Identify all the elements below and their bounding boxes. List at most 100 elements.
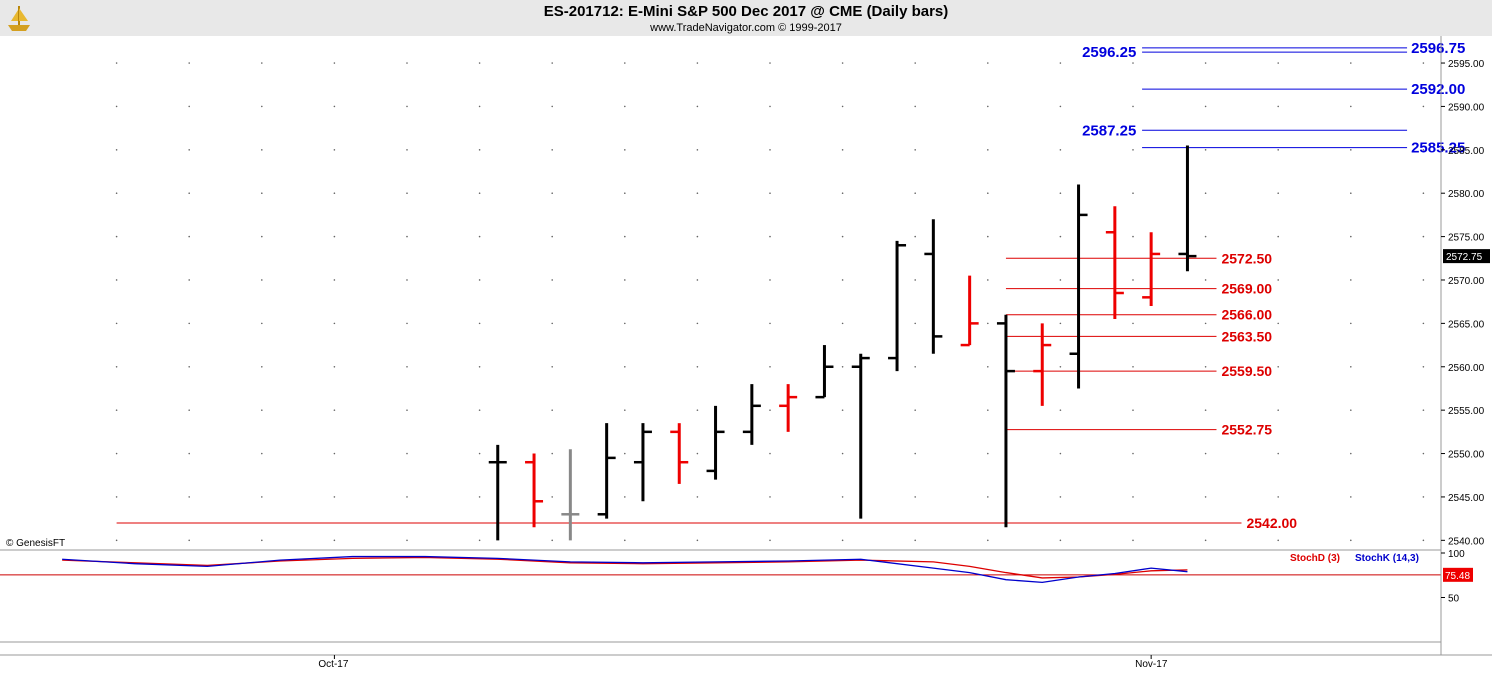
grid-dot (696, 105, 699, 108)
grid-dot (261, 62, 263, 64)
y-tick-label: 2560.00 (1448, 363, 1485, 374)
grid-dot (1204, 322, 1207, 325)
grid-dot (841, 62, 844, 64)
grid-dot (333, 452, 336, 455)
grid-dot (987, 149, 989, 151)
grid-dot (1350, 322, 1352, 325)
grid-dot (841, 279, 844, 281)
grid-dot (551, 279, 553, 281)
grid-dot (624, 149, 626, 151)
grid-dot (1350, 365, 1352, 368)
y-tick-label: 2565.00 (1448, 319, 1485, 330)
grid-dot (406, 409, 408, 411)
grid-dot (1350, 105, 1352, 108)
grid-dot (1350, 496, 1352, 498)
ohlc-bar (1033, 323, 1052, 406)
last-price-label: 2572.75 (1446, 252, 1483, 263)
grid-dot (478, 496, 481, 498)
x-tick-label: Nov-17 (1135, 659, 1168, 670)
grid-dot (261, 496, 263, 498)
grid-dot (333, 409, 336, 411)
grid-dot (1132, 496, 1134, 498)
grid-dot (841, 365, 844, 368)
grid-dot (1059, 452, 1062, 455)
grid-dot (188, 539, 190, 542)
grid-dot (696, 192, 699, 195)
grid-dot (769, 409, 771, 411)
grid-dot (1350, 409, 1352, 411)
grid-dot (624, 496, 626, 498)
support-label: 2572.50 (1221, 250, 1272, 266)
stoch-series-line (62, 556, 1188, 579)
grid-dot (261, 235, 263, 238)
grid-dot (333, 235, 336, 238)
grid-dot (115, 62, 118, 64)
grid-dot (1132, 409, 1134, 411)
grid-dot (696, 235, 699, 238)
grid-dot (1204, 452, 1207, 455)
ohlc-bar (488, 444, 507, 541)
grid-dot (261, 539, 263, 542)
grid-dot (914, 149, 916, 151)
grid-dot (188, 192, 190, 195)
grid-dot (478, 409, 481, 411)
grid-dot (769, 496, 771, 498)
grid-dot (115, 192, 118, 195)
stoch-value-label: 75.48 (1445, 571, 1470, 582)
grid-dot (406, 452, 408, 455)
grid-dot (406, 279, 408, 281)
grid-dot (551, 452, 553, 455)
grid-dot (333, 149, 336, 151)
grid-dot (1422, 496, 1425, 498)
ohlc-bar (779, 384, 798, 432)
grid-dot (987, 409, 989, 411)
x-tick-label: Oct-17 (318, 659, 348, 670)
grid-dot (478, 192, 481, 195)
resistance-label: 2596.25 (1082, 44, 1136, 61)
grid-dot (188, 62, 190, 64)
grid-dot (261, 365, 263, 368)
y-tick-label: 2555.00 (1448, 406, 1485, 417)
grid-dot (769, 62, 771, 64)
grid-dot (624, 409, 626, 411)
grid-dot (1277, 62, 1279, 64)
grid-dot (261, 279, 263, 281)
grid-dot (1422, 235, 1425, 238)
stochastic-panel: StochD (3) StochK (14,3) (0, 553, 1441, 584)
ohlc-bar (1142, 232, 1161, 307)
y-tick-label: 2545.00 (1448, 493, 1485, 504)
grid-dot (1277, 496, 1279, 498)
grid-dot (987, 235, 989, 238)
axis-layer: 2540.00 2545.00 2550.00 2555.00 2560.00 2565.… (0, 36, 1492, 670)
resistance-label: 2592.00 (1411, 81, 1465, 98)
grid-dot (551, 235, 553, 238)
grid-dot (624, 62, 626, 64)
ohlc-bar (1178, 145, 1197, 272)
grid-dot (1277, 365, 1279, 368)
grid-dot (914, 496, 916, 498)
legend-stochK: StochK (14,3) (1355, 553, 1419, 564)
grid-dot (406, 149, 408, 151)
grid-dot (1059, 539, 1062, 542)
grid-dot (188, 235, 190, 238)
chart-title: ES-201712: E-Mini S&P 500 Dec 2017 @ CME… (543, 3, 949, 20)
stoch-series-line (62, 555, 1188, 584)
grid-dot (769, 235, 771, 238)
grid-dot (333, 105, 336, 108)
watermark: © GenesisFT (6, 538, 65, 549)
grid-dot (1132, 62, 1134, 64)
grid-dot (1350, 192, 1352, 195)
grid-dot (624, 365, 626, 368)
grid-dot (551, 496, 553, 498)
y-tick-label: 2590.00 (1448, 102, 1485, 113)
grid-dot (1132, 105, 1134, 108)
grid-dot (1277, 149, 1279, 151)
grid-dot (1059, 149, 1062, 151)
grid-dot (624, 235, 626, 238)
grid-dot (188, 149, 190, 151)
grid-dot (333, 539, 336, 542)
grid-dot (115, 452, 118, 455)
grid-dot (478, 235, 481, 238)
grid-dot (1277, 409, 1279, 411)
grid-dot (841, 409, 844, 411)
